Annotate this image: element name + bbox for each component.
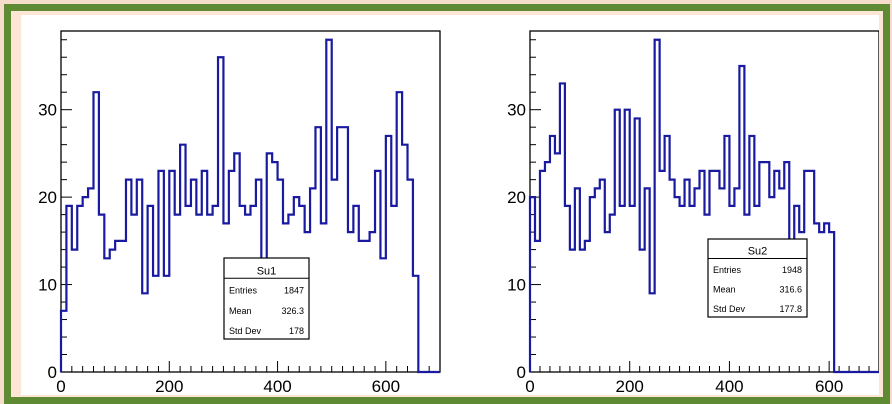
x-tick-label: 600	[372, 377, 400, 395]
histogram-bin	[660, 171, 665, 372]
stats-entries-value: 1948	[782, 265, 802, 275]
histogram-bin	[115, 241, 120, 372]
x-tick-label: 400	[715, 377, 743, 395]
histogram-figure: 02004006000102030No. stripsSu1Entries184…	[38, 30, 879, 395]
histogram-bin	[131, 215, 136, 372]
histogram-bin	[550, 136, 555, 372]
histogram-bin	[348, 232, 353, 372]
histogram-bin	[650, 293, 655, 372]
histogram-bin	[186, 206, 191, 372]
histogram-bin	[213, 206, 218, 372]
histogram-bin	[380, 258, 385, 372]
stats-title: Su1	[257, 265, 277, 277]
histogram-bin	[321, 223, 326, 372]
histogram-bin	[580, 250, 585, 372]
histogram-bin	[670, 180, 675, 372]
histogram-bin	[359, 241, 364, 372]
histogram-bin	[175, 215, 180, 372]
histogram-bin	[555, 153, 560, 372]
stats-box: Su1 Entries 1847 Mean 326.3 Std Dev 178	[223, 257, 310, 340]
histogram-bin	[695, 188, 700, 372]
histogram-bin	[142, 293, 147, 372]
histogram-bin	[535, 241, 540, 372]
y-tick-label: 20	[38, 188, 57, 207]
y-tick-label: 30	[38, 101, 57, 120]
stats-entries-label: Entries	[229, 286, 258, 296]
y-tick-label: 10	[38, 276, 57, 295]
stats-std-value: 178	[289, 326, 304, 336]
y-tick-label: 30	[507, 101, 526, 120]
histogram-bin	[332, 180, 337, 372]
stats-box: Su2 Entries 1948 Mean 316.6 Std Dev 177.8	[707, 238, 808, 318]
y-tick-label: 10	[507, 276, 526, 295]
y-tick-label: 20	[507, 188, 526, 207]
stats-entries-label: Entries	[713, 265, 742, 275]
histogram-bin	[814, 223, 819, 372]
histogram-bin	[88, 188, 93, 372]
plot-frame	[60, 30, 441, 373]
stats-mean-value: 316.6	[779, 285, 802, 295]
histogram-bin	[391, 206, 396, 372]
x-tick-label: 0	[56, 377, 65, 395]
histogram-bin	[164, 276, 169, 372]
stats-std-label: Std Dev	[713, 304, 746, 314]
histogram-bin	[207, 215, 212, 372]
y-tick-label: 0	[48, 363, 57, 382]
histogram-bin	[620, 206, 625, 372]
histogram-bin	[610, 215, 615, 372]
stats-title: Su2	[748, 246, 768, 258]
stats-std-label: Std Dev	[229, 326, 262, 336]
stats-box-frame	[223, 257, 310, 340]
stats-entries-value: 1847	[284, 286, 304, 296]
histogram-bin	[570, 250, 575, 372]
histogram-bin	[545, 162, 550, 372]
stats-std-value: 177.8	[779, 304, 802, 314]
histogram-bin	[121, 241, 126, 372]
stats-mean-label: Mean	[713, 285, 736, 295]
x-tick-label: 400	[263, 377, 291, 395]
histogram-bin	[72, 250, 77, 372]
histogram-bin	[104, 258, 109, 372]
histogram-bin	[595, 188, 600, 372]
histogram-bin	[585, 241, 590, 372]
histogram-bin	[685, 180, 690, 372]
y-tick-label: 0	[517, 363, 526, 382]
histogram-bin	[819, 232, 824, 372]
histogram-bin	[196, 215, 201, 372]
histogram-outline	[528, 38, 879, 374]
x-tick-label: 200	[155, 377, 183, 395]
stats-mean-label: Mean	[229, 306, 252, 316]
figure-canvas: 02004006000102030No. stripsSu1Entries184…	[21, 15, 879, 395]
stats-mean-value: 326.3	[281, 306, 304, 316]
histogram-bin	[680, 206, 685, 372]
histogram-bin	[675, 197, 680, 372]
histogram-bin	[640, 250, 645, 372]
histogram-bin	[153, 276, 158, 372]
slide-frame: 02004006000102030No. stripsSu1Entries184…	[4, 4, 890, 404]
stats-box-frame	[707, 238, 808, 318]
histogram-outline	[59, 38, 440, 374]
histogram-bin	[110, 250, 115, 372]
histogram-bin	[364, 241, 369, 372]
histogram-bin	[690, 206, 695, 372]
histogram-bin	[83, 197, 88, 372]
histogram-panel-1: 02004006000102030No. stripsSu1Entries184…	[38, 30, 441, 395]
histogram-bin	[605, 232, 610, 372]
histogram-bin	[824, 223, 829, 372]
x-tick-label: 600	[815, 377, 843, 395]
histogram-panel-2: 02004006000102030No. stripsSu2Entries194…	[507, 30, 879, 395]
x-tick-label: 200	[616, 377, 644, 395]
histogram-bin	[370, 232, 375, 372]
x-tick-label: 0	[525, 377, 534, 395]
histogram-bin	[630, 206, 635, 372]
